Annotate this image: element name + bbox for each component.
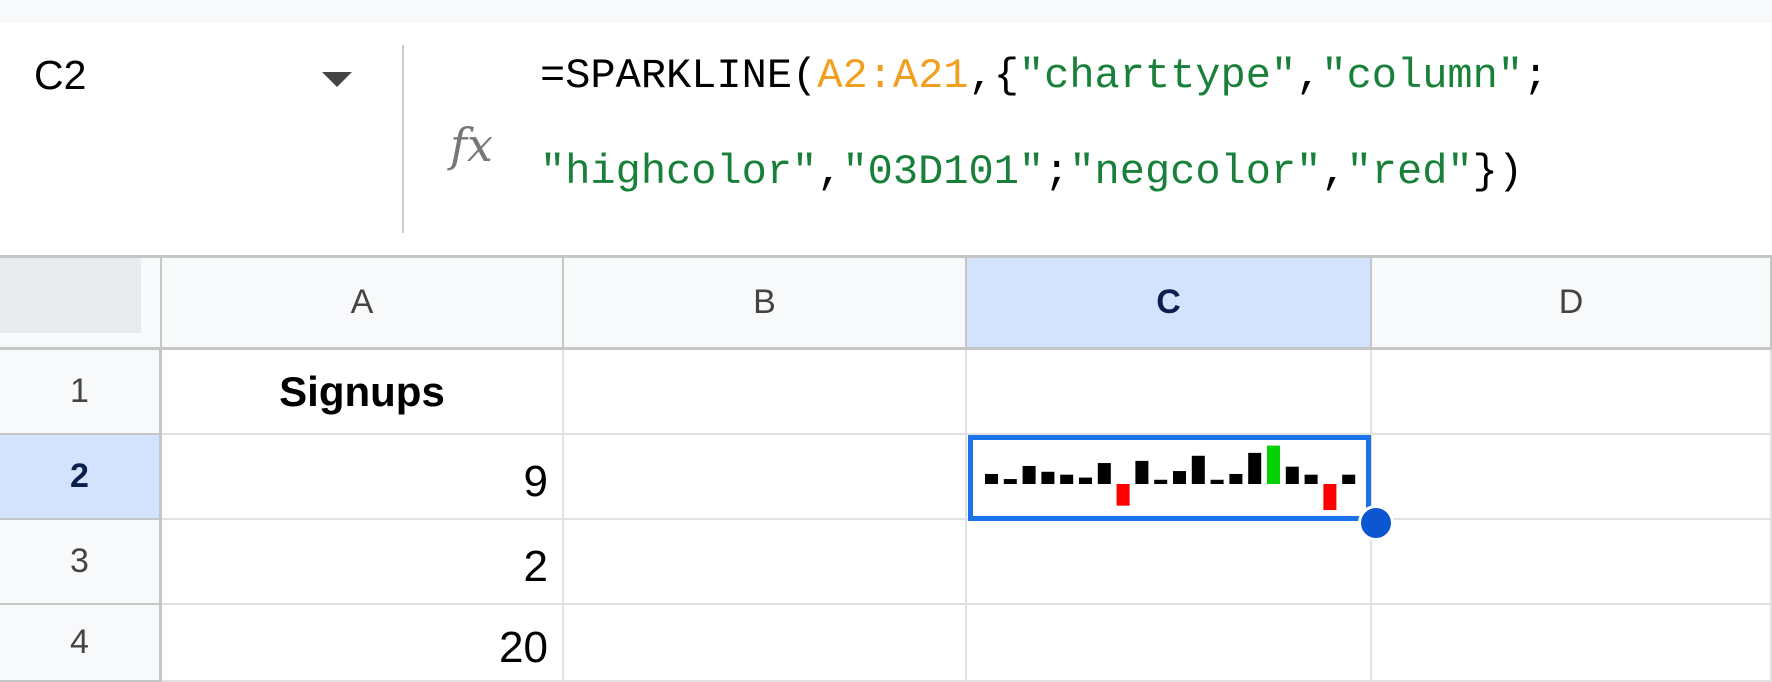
cell-C1[interactable] bbox=[967, 350, 1372, 435]
row-header-3[interactable]: 3 bbox=[0, 520, 162, 605]
cell-B1[interactable] bbox=[564, 350, 967, 435]
formula-token: ; bbox=[1523, 52, 1549, 100]
cell-A1[interactable]: Signups bbox=[162, 350, 564, 435]
name-box[interactable]: C2 bbox=[34, 52, 87, 98]
column-header-C[interactable]: C bbox=[967, 258, 1372, 350]
fx-icon: fx bbox=[450, 118, 493, 172]
sparkline-bar bbox=[1022, 465, 1036, 484]
sparkline-bar bbox=[1097, 463, 1111, 484]
sparkline-bar bbox=[1210, 479, 1224, 484]
formula-token: "red" bbox=[1346, 148, 1473, 196]
cell-C3[interactable] bbox=[967, 520, 1372, 605]
cell-A2[interactable]: 9 bbox=[162, 435, 564, 520]
formula-line-1[interactable]: =SPARKLINE(A2:A21,{"charttype","column"; bbox=[540, 52, 1548, 100]
sparkline-bar bbox=[1191, 455, 1205, 484]
sparkline-bar bbox=[1248, 452, 1262, 484]
cell-D3[interactable] bbox=[1372, 520, 1772, 605]
cell-D4[interactable] bbox=[1372, 605, 1772, 682]
sparkline-bar bbox=[1323, 484, 1337, 511]
sparkline-bar bbox=[1060, 474, 1074, 484]
corner-box bbox=[0, 258, 141, 333]
sparkline-bar bbox=[1229, 473, 1243, 484]
sparkline-bar bbox=[1173, 471, 1186, 484]
formula-token: "negcolor" bbox=[1069, 148, 1322, 196]
row-header-1[interactable]: 1 bbox=[0, 350, 162, 435]
cell-B3[interactable] bbox=[564, 520, 967, 605]
column-header-D[interactable]: D bbox=[1372, 258, 1772, 350]
formula-token: A2:A21 bbox=[817, 52, 969, 100]
formula-token: =SPARKLINE( bbox=[540, 52, 818, 100]
sparkline-bar bbox=[1116, 484, 1130, 506]
formula-token: }) bbox=[1472, 148, 1524, 196]
sparkline-bar bbox=[1003, 479, 1017, 484]
sparkline-bar bbox=[985, 473, 998, 484]
sparkline-bar bbox=[1079, 477, 1092, 484]
cell-B2[interactable] bbox=[564, 435, 967, 520]
formula-token: ,{ bbox=[968, 52, 1019, 100]
sparkline-bar bbox=[1342, 474, 1356, 484]
formula-token: , bbox=[817, 148, 843, 196]
sparkline-bar bbox=[1041, 471, 1055, 484]
cell-A4[interactable]: 20 bbox=[162, 605, 564, 682]
column-header-A[interactable]: A bbox=[162, 258, 564, 350]
formula-token: ; bbox=[1044, 148, 1070, 196]
formula-token: , bbox=[1321, 148, 1347, 196]
selected-cell-outline bbox=[968, 435, 1371, 521]
row-header-4[interactable]: 4 bbox=[0, 605, 162, 682]
formula-token: "highcolor" bbox=[540, 148, 818, 196]
cell-D1[interactable] bbox=[1372, 350, 1772, 435]
sparkline-bar bbox=[1154, 479, 1168, 484]
cell-C4[interactable] bbox=[967, 605, 1372, 682]
sparkline-bar bbox=[1304, 474, 1318, 484]
top-toolbar-strip bbox=[0, 0, 1772, 23]
row-header-2[interactable]: 2 bbox=[0, 435, 162, 520]
formula-token: "charttype" bbox=[1018, 52, 1297, 100]
grid-top-border bbox=[0, 255, 1772, 258]
cell-A3[interactable]: 2 bbox=[162, 520, 564, 605]
sparkline-bar bbox=[1267, 445, 1280, 484]
cell-B4[interactable] bbox=[564, 605, 967, 682]
formula-token: , bbox=[1296, 52, 1322, 100]
sparkline-bar bbox=[1135, 460, 1149, 484]
fill-handle[interactable] bbox=[1358, 505, 1394, 541]
column-header-B[interactable]: B bbox=[564, 258, 967, 350]
formula-token: "column" bbox=[1321, 52, 1524, 100]
formula-bar-divider bbox=[402, 45, 404, 233]
cell-D2[interactable] bbox=[1372, 435, 1772, 520]
name-box-dropdown-icon[interactable] bbox=[322, 72, 352, 87]
sparkline-bar bbox=[1285, 466, 1299, 484]
formula-line-2[interactable]: "highcolor","03D101";"negcolor","red"}) bbox=[540, 148, 1523, 196]
formula-token: "03D101" bbox=[842, 148, 1045, 196]
